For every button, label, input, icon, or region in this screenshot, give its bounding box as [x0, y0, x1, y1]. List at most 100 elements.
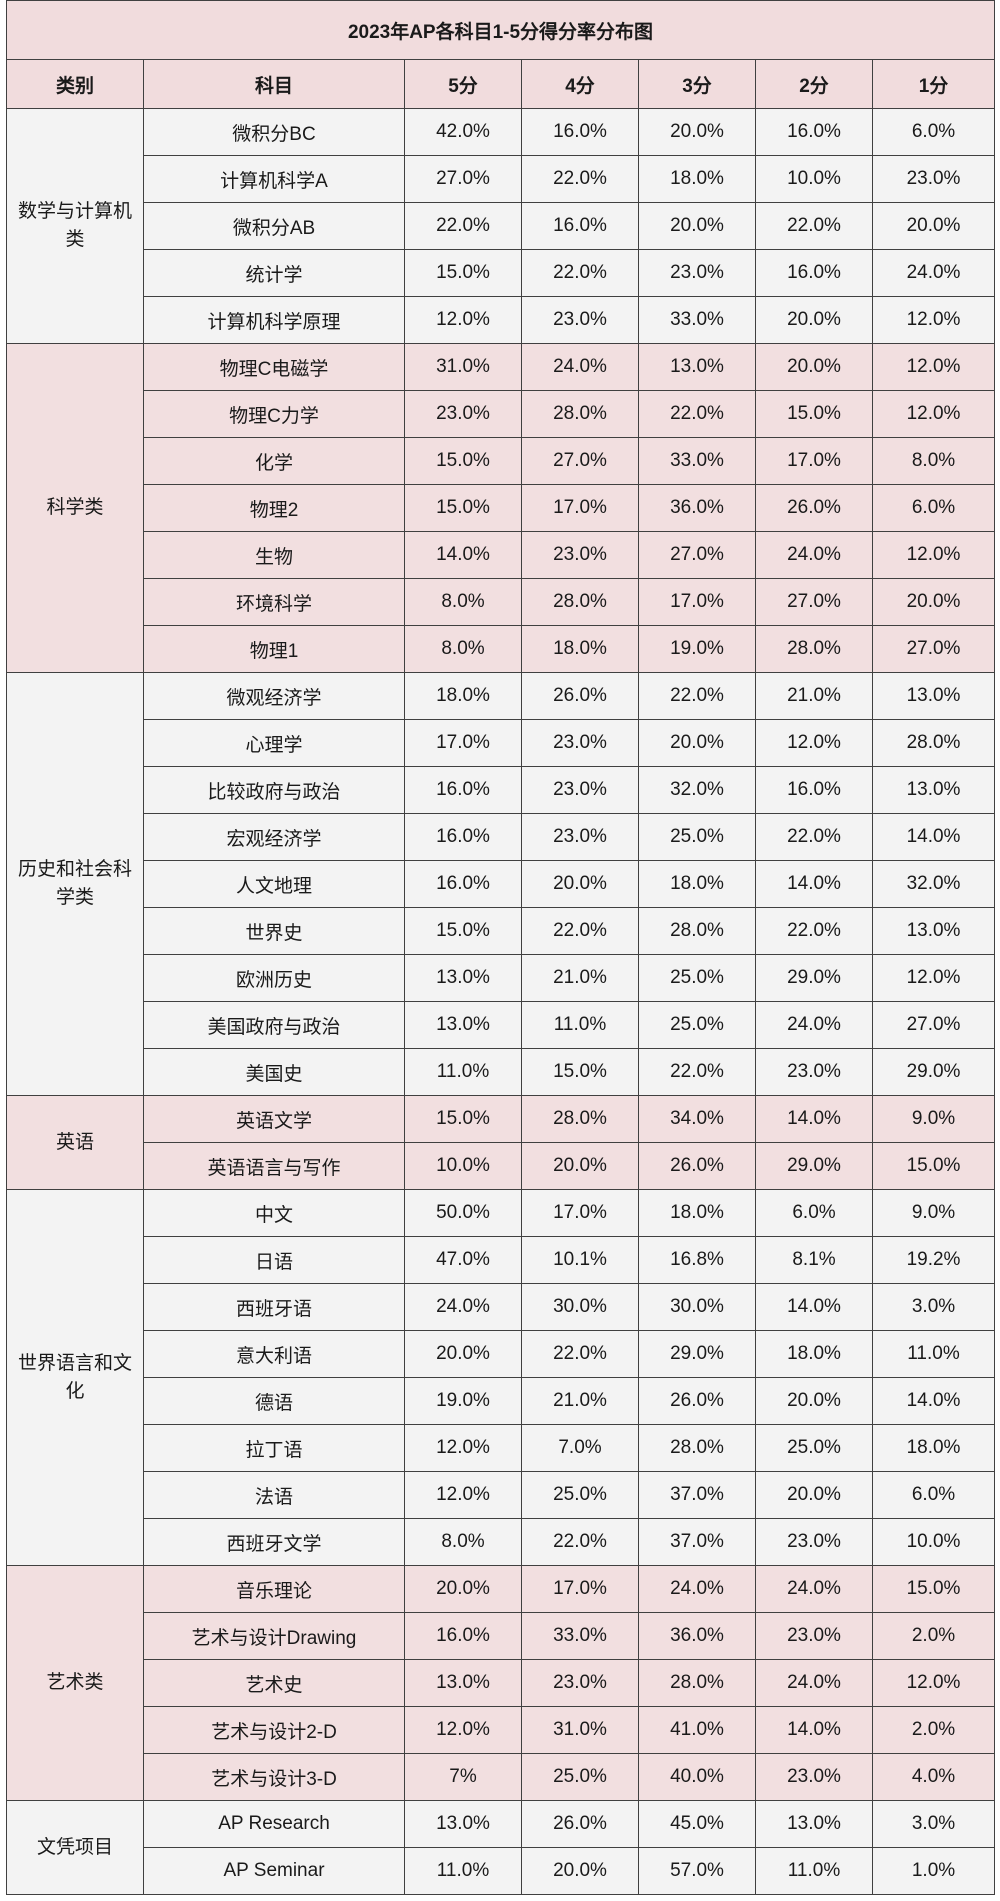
score-4-cell: 16.0% — [521, 202, 639, 250]
score-1-cell: 2.0% — [872, 1706, 995, 1754]
subject-cell: 心理学 — [143, 719, 405, 767]
score-5-cell: 22.0% — [404, 202, 522, 250]
score-1-cell: 8.0% — [872, 437, 995, 485]
subject-cell: 中文 — [143, 1189, 405, 1237]
score-5-cell: 14.0% — [404, 531, 522, 579]
score-3-cell: 13.0% — [638, 343, 756, 391]
table-row: 环境科学 8.0% 28.0% 17.0% 27.0% 20.0% — [7, 578, 995, 626]
score-5-cell: 15.0% — [404, 249, 522, 297]
table-row: 西班牙语 24.0% 30.0% 30.0% 14.0% 3.0% — [7, 1283, 995, 1331]
table-row: 统计学 15.0% 22.0% 23.0% 16.0% 24.0% — [7, 249, 995, 297]
score-5-cell: 31.0% — [404, 343, 522, 391]
subject-cell: 化学 — [143, 437, 405, 485]
score-3-cell: 57.0% — [638, 1847, 756, 1895]
score-5-cell: 15.0% — [404, 907, 522, 955]
score-2-cell: 24.0% — [755, 1659, 873, 1707]
score-3-cell: 30.0% — [638, 1283, 756, 1331]
subject-cell: 物理2 — [143, 484, 405, 532]
subject-cell: 宏观经济学 — [143, 813, 405, 861]
header-score-1: 1分 — [872, 59, 995, 109]
score-3-cell: 27.0% — [638, 531, 756, 579]
score-5-cell: 42.0% — [404, 108, 522, 156]
score-3-cell: 22.0% — [638, 390, 756, 438]
subject-cell: AP Seminar — [143, 1847, 405, 1895]
score-4-cell: 21.0% — [521, 954, 639, 1002]
score-4-cell: 33.0% — [521, 1612, 639, 1660]
score-5-cell: 23.0% — [404, 390, 522, 438]
table-row: 心理学 17.0% 23.0% 20.0% 12.0% 28.0% — [7, 719, 995, 767]
table-row: 计算机科学原理 12.0% 23.0% 33.0% 20.0% 12.0% — [7, 296, 995, 344]
score-3-cell: 20.0% — [638, 108, 756, 156]
table-row: 物理1 8.0% 18.0% 19.0% 28.0% 27.0% — [7, 625, 995, 673]
subject-cell: 计算机科学A — [143, 155, 405, 203]
score-1-cell: 20.0% — [872, 578, 995, 626]
score-5-cell: 20.0% — [404, 1330, 522, 1378]
score-2-cell: 29.0% — [755, 1142, 873, 1190]
score-5-cell: 15.0% — [404, 437, 522, 485]
score-1-cell: 20.0% — [872, 202, 995, 250]
score-2-cell: 12.0% — [755, 719, 873, 767]
score-4-cell: 7.0% — [521, 1424, 639, 1472]
score-4-cell: 20.0% — [521, 860, 639, 908]
header-score-3: 3分 — [638, 59, 756, 109]
score-4-cell: 22.0% — [521, 155, 639, 203]
table-row: 日语 47.0% 10.1% 16.8% 8.1% 19.2% — [7, 1236, 995, 1284]
score-2-cell: 26.0% — [755, 484, 873, 532]
score-1-cell: 4.0% — [872, 1753, 995, 1801]
score-table-container: 2023年AP各科目1-5分得分率分布图 类别 科目 5分 4分 3分 2分 1… — [6, 0, 995, 1895]
score-2-cell: 16.0% — [755, 766, 873, 814]
score-5-cell: 27.0% — [404, 155, 522, 203]
score-3-cell: 19.0% — [638, 625, 756, 673]
score-2-cell: 25.0% — [755, 1424, 873, 1472]
score-4-cell: 25.0% — [521, 1471, 639, 1519]
subject-cell: 微积分BC — [143, 108, 405, 156]
score-1-cell: 6.0% — [872, 108, 995, 156]
score-4-cell: 22.0% — [521, 249, 639, 297]
score-2-cell: 18.0% — [755, 1330, 873, 1378]
score-3-cell: 40.0% — [638, 1753, 756, 1801]
score-5-cell: 8.0% — [404, 625, 522, 673]
score-2-cell: 23.0% — [755, 1048, 873, 1096]
score-4-cell: 17.0% — [521, 1565, 639, 1613]
score-2-cell: 17.0% — [755, 437, 873, 485]
score-2-cell: 24.0% — [755, 531, 873, 579]
score-1-cell: 3.0% — [872, 1800, 995, 1848]
score-4-cell: 10.1% — [521, 1236, 639, 1284]
subject-cell: 音乐理论 — [143, 1565, 405, 1613]
score-2-cell: 27.0% — [755, 578, 873, 626]
score-3-cell: 33.0% — [638, 296, 756, 344]
subject-cell: 世界史 — [143, 907, 405, 955]
score-3-cell: 36.0% — [638, 1612, 756, 1660]
score-3-cell: 20.0% — [638, 202, 756, 250]
score-4-cell: 16.0% — [521, 108, 639, 156]
category-cell: 历史和社会科学类 — [6, 672, 144, 1096]
score-2-cell: 11.0% — [755, 1847, 873, 1895]
score-5-cell: 50.0% — [404, 1189, 522, 1237]
table-row: 英语语言与写作 10.0% 20.0% 26.0% 29.0% 15.0% — [7, 1142, 995, 1190]
score-2-cell: 22.0% — [755, 907, 873, 955]
score-4-cell: 20.0% — [521, 1847, 639, 1895]
subject-cell: AP Research — [143, 1800, 405, 1848]
score-5-cell: 12.0% — [404, 1424, 522, 1472]
score-3-cell: 28.0% — [638, 907, 756, 955]
score-1-cell: 12.0% — [872, 390, 995, 438]
table-row: 科学类 物理C电磁学 31.0% 24.0% 13.0% 20.0% 12.0% — [6, 343, 995, 673]
subject-cell: 统计学 — [143, 249, 405, 297]
score-5-cell: 17.0% — [404, 719, 522, 767]
score-2-cell: 20.0% — [755, 1471, 873, 1519]
score-3-cell: 41.0% — [638, 1706, 756, 1754]
score-3-cell: 23.0% — [638, 249, 756, 297]
score-3-cell: 32.0% — [638, 766, 756, 814]
score-1-cell: 24.0% — [872, 249, 995, 297]
score-1-cell: 23.0% — [872, 155, 995, 203]
score-2-cell: 16.0% — [755, 108, 873, 156]
score-3-cell: 25.0% — [638, 1001, 756, 1049]
score-1-cell: 18.0% — [872, 1424, 995, 1472]
subject-cell: 西班牙文学 — [143, 1518, 405, 1566]
score-4-cell: 23.0% — [521, 531, 639, 579]
score-2-cell: 20.0% — [755, 343, 873, 391]
category-cell: 科学类 — [6, 343, 144, 673]
category-cell: 世界语言和文化 — [6, 1189, 144, 1566]
score-3-cell: 37.0% — [638, 1471, 756, 1519]
score-3-cell: 20.0% — [638, 719, 756, 767]
